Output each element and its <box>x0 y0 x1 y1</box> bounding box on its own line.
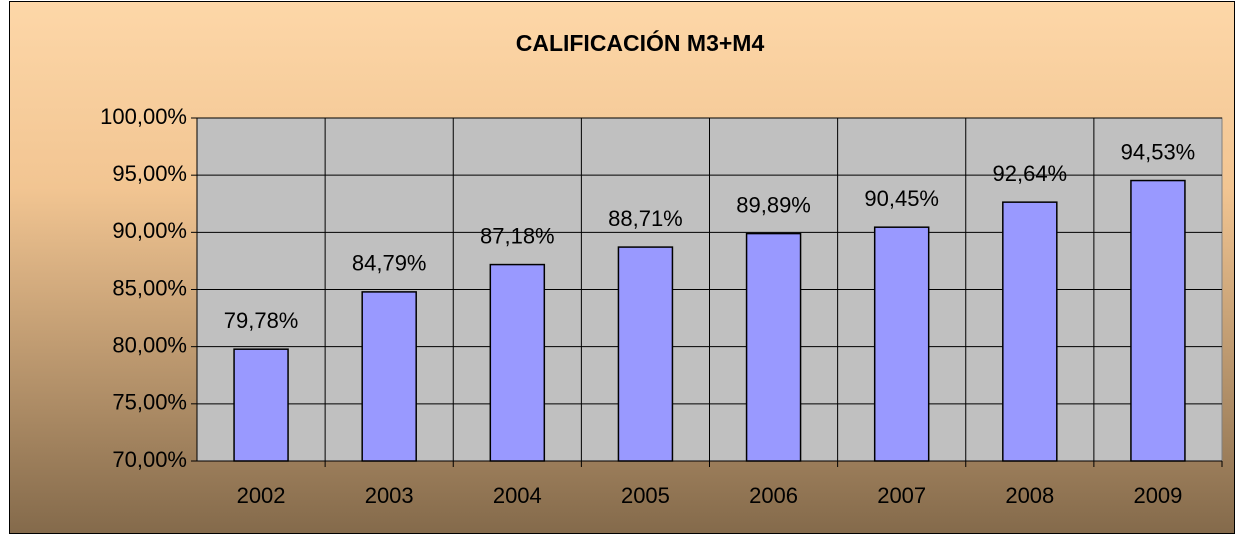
bar <box>1130 179 1186 462</box>
value-label: 88,71% <box>608 206 683 231</box>
x-tick-label: 2004 <box>493 483 542 508</box>
y-tick-label: 90,00% <box>112 218 187 243</box>
bar <box>233 348 289 462</box>
y-tick-label: 70,00% <box>112 447 187 472</box>
x-tick-label: 2005 <box>621 483 670 508</box>
x-tick-label: 2007 <box>877 483 926 508</box>
x-tick-label: 2003 <box>365 483 414 508</box>
bar <box>745 232 802 462</box>
bar <box>873 226 930 462</box>
y-tick-label: 85,00% <box>112 275 187 300</box>
bar <box>361 291 417 462</box>
x-tick-label: 2009 <box>1133 483 1182 508</box>
value-label: 79,78% <box>224 308 299 333</box>
bar <box>489 263 546 462</box>
value-label: 87,18% <box>480 223 555 248</box>
value-label: 84,79% <box>352 251 427 276</box>
chart-title: CALIFICACIÓN M3+M4 <box>516 29 765 56</box>
y-tick-label: 100,00% <box>100 104 187 129</box>
bar <box>1002 201 1058 462</box>
value-label: 90,45% <box>864 186 939 211</box>
value-label: 92,64% <box>993 161 1068 186</box>
bar <box>617 246 674 462</box>
y-tick-label: 80,00% <box>112 332 187 357</box>
value-label: 94,53% <box>1121 139 1196 164</box>
y-tick-label: 75,00% <box>112 390 187 415</box>
x-tick-label: 2006 <box>749 483 798 508</box>
value-label: 89,89% <box>736 192 811 217</box>
x-tick-label: 2002 <box>237 483 286 508</box>
x-tick-label: 2008 <box>1005 483 1054 508</box>
y-tick-label: 95,00% <box>112 161 187 186</box>
